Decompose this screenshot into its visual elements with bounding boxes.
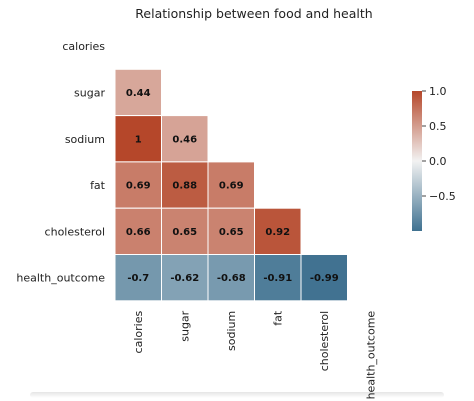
heatmap-cells: 0.44 1 0.46 0.69 0.88 0.69 0.66 0.65 0.65 0.92 -0.… <box>114 68 348 302</box>
y-tick-label-health_outcome: health_outcome <box>16 272 105 285</box>
heatmap-cell-health_outcome-sodium <box>207 254 255 302</box>
y-tick-label-sugar: sugar <box>74 86 105 99</box>
cell-value-label: 0.46 <box>172 134 197 145</box>
colorbar-gradient <box>412 91 422 231</box>
colorbar-tick-label: 0.5 <box>429 120 447 133</box>
cell-value-label: 0.92 <box>265 227 290 238</box>
heatmap-cell-sugar-calories <box>114 68 162 117</box>
heatmap-cell-health_outcome-sugar <box>161 254 209 302</box>
bottom-shadow <box>30 392 444 398</box>
x-tick-label-health_outcome: health_outcome <box>365 311 378 400</box>
cell-value-label: 0.66 <box>126 227 151 238</box>
y-tick-label-fat: fat <box>90 179 106 192</box>
x-axis-labels: calories sugar sodium fat cholesterol health_… <box>132 310 378 399</box>
x-tick-label-calories: calories <box>132 311 145 354</box>
cell-value-label: 0.65 <box>172 227 197 238</box>
x-tick-label-cholesterol: cholesterol <box>318 311 331 371</box>
heatmap-cell-health_outcome-fat <box>254 254 302 302</box>
cell-value-label: 1 <box>135 134 142 145</box>
heatmap-cell-fat-sodium <box>207 161 255 209</box>
colorbar: 1.0 0.5 0.0 −0.5 <box>412 85 456 231</box>
heatmap-cell-cholesterol-sugar <box>161 207 209 255</box>
heatmap-cell-health_outcome-cholesterol <box>300 254 348 302</box>
y-tick-label-cholesterol: cholesterol <box>45 225 105 238</box>
cell-value-label: 0.88 <box>172 181 197 192</box>
x-tick-label-fat: fat <box>272 310 285 326</box>
heatmap-cell-cholesterol-fat <box>254 207 302 255</box>
y-tick-label-sodium: sodium <box>65 133 105 146</box>
cell-value-label: -0.62 <box>170 273 199 284</box>
cell-value-label: 0.65 <box>219 227 244 238</box>
colorbar-tick-label: −0.5 <box>429 190 456 203</box>
cell-value-label: -0.99 <box>310 273 339 284</box>
cell-value-label: -0.91 <box>263 273 292 284</box>
colorbar-tick-label: 1.0 <box>429 85 447 98</box>
chart-title: Relationship between food and health <box>135 6 372 21</box>
heatmap-cell-sodium-calories <box>114 115 162 163</box>
cell-value-label: 0.69 <box>126 181 151 192</box>
heatmap-cell-sodium-sugar <box>161 115 209 163</box>
x-tick-label-sodium: sodium <box>225 311 238 351</box>
cell-value-label: -0.7 <box>127 273 149 284</box>
cell-value-label: 0.69 <box>219 181 244 192</box>
cell-value-label: 0.44 <box>126 88 151 99</box>
x-tick-label-sugar: sugar <box>179 310 192 341</box>
cell-value-label: -0.68 <box>217 273 246 284</box>
colorbar-tick-label: 0.0 <box>429 155 447 168</box>
y-axis-labels: calories sugar sodium fat cholesterol health_… <box>16 40 106 285</box>
y-tick-label-calories: calories <box>62 40 105 53</box>
